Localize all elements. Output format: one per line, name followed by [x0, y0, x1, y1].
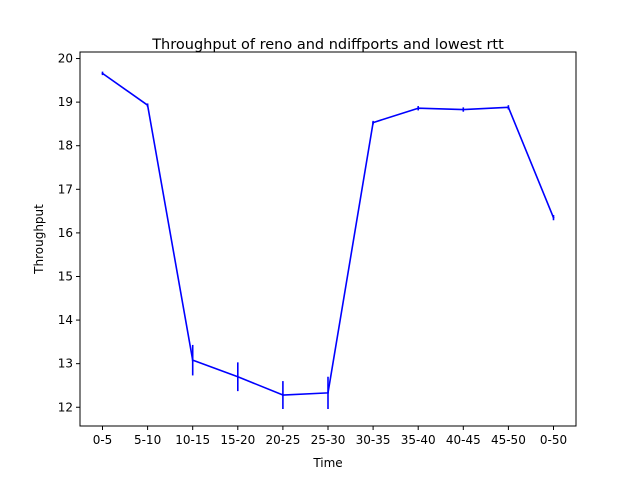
data-point [417, 107, 420, 110]
data-point [191, 359, 194, 362]
x-tick-label: 45-50 [491, 433, 526, 447]
data-point [146, 104, 149, 107]
data-point [552, 216, 555, 219]
x-tick-label: 40-45 [446, 433, 481, 447]
x-axis-title: Time [312, 456, 342, 470]
y-tick-label: 19 [58, 95, 73, 109]
data-point [462, 108, 465, 111]
data-point [236, 375, 239, 378]
data-point [372, 121, 374, 124]
chart-title: Throughput of reno and ndiffports and lo… [151, 37, 504, 53]
x-tick-label: 30-35 [356, 433, 391, 447]
data-point [282, 394, 284, 396]
y-axis-title: Throughput [32, 204, 46, 275]
y-tick-label: 13 [58, 357, 73, 371]
data-point [327, 391, 329, 394]
x-tick-label: 0-50 [540, 433, 567, 447]
y-tick-label: 14 [58, 313, 73, 327]
x-tick-label: 15-20 [220, 433, 255, 447]
x-tick-label: 35-40 [401, 433, 436, 447]
y-tick-label: 20 [58, 52, 73, 66]
y-tick-label: 15 [58, 269, 73, 283]
x-tick-label: 20-25 [265, 433, 300, 447]
data-point [507, 106, 510, 109]
y-tick-label: 16 [58, 226, 73, 240]
y-tick-label: 17 [58, 182, 73, 196]
data-point [101, 72, 104, 75]
x-tick-label: 10-15 [175, 433, 210, 447]
y-tick-label: 12 [58, 400, 73, 414]
plot-frame [79, 51, 577, 427]
y-tick-label: 18 [58, 139, 73, 153]
x-tick-label: 0-5 [93, 433, 113, 447]
x-tick-label: 5-10 [134, 433, 161, 447]
plot-area: 12 13 14 15 16 17 18 19 20 0-5 5-10 10-15 15-20 20-25… [58, 52, 567, 447]
x-tick-label: 25-30 [311, 433, 346, 447]
